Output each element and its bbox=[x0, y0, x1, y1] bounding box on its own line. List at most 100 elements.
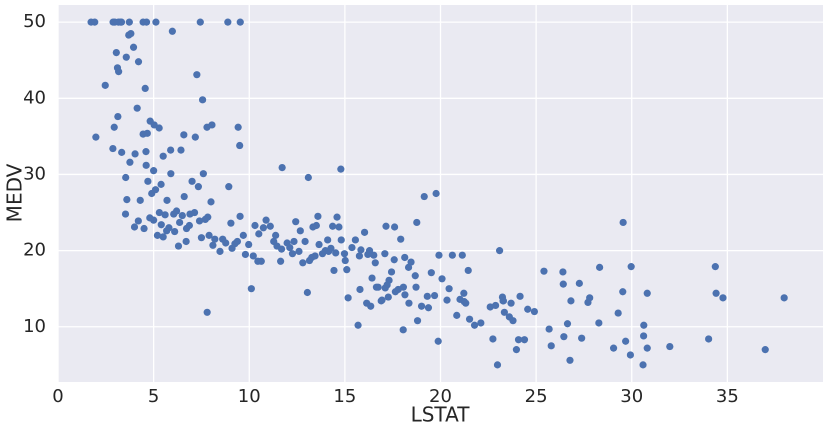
data-point bbox=[133, 104, 141, 112]
data-point bbox=[640, 332, 648, 340]
points bbox=[87, 18, 788, 369]
data-point bbox=[167, 170, 175, 178]
data-point bbox=[567, 297, 575, 305]
data-point bbox=[445, 285, 453, 293]
data-point bbox=[430, 291, 439, 300]
data-point bbox=[91, 18, 99, 26]
data-point bbox=[174, 242, 183, 250]
x-tick-label: 15 bbox=[333, 386, 356, 407]
data-point bbox=[159, 233, 167, 241]
tick-labels: 0 5 10 15 20 25 30 35 10 20 30 40 50 bbox=[23, 11, 739, 407]
data-point bbox=[780, 294, 788, 302]
data-point bbox=[233, 237, 241, 246]
data-point bbox=[596, 263, 604, 271]
data-point bbox=[130, 223, 139, 231]
data-point bbox=[142, 148, 150, 156]
data-point bbox=[477, 319, 485, 327]
data-point bbox=[622, 337, 630, 345]
data-point bbox=[142, 161, 150, 169]
data-point bbox=[236, 212, 244, 220]
data-point bbox=[142, 18, 151, 26]
data-point bbox=[493, 361, 502, 369]
data-point bbox=[278, 164, 286, 172]
data-point bbox=[500, 308, 508, 316]
data-point bbox=[161, 211, 169, 219]
data-point bbox=[257, 257, 265, 265]
data-point bbox=[255, 230, 263, 238]
data-point bbox=[470, 321, 479, 329]
data-point bbox=[381, 250, 389, 258]
data-point bbox=[438, 275, 446, 283]
data-point bbox=[167, 146, 175, 154]
data-point bbox=[194, 183, 202, 191]
data-point bbox=[150, 167, 158, 175]
data-point bbox=[595, 319, 603, 327]
data-point bbox=[614, 309, 622, 317]
data-point bbox=[155, 208, 163, 217]
data-point bbox=[329, 222, 337, 230]
data-point bbox=[417, 302, 426, 310]
data-point bbox=[207, 198, 215, 206]
data-point bbox=[178, 211, 186, 220]
data-point bbox=[367, 302, 375, 310]
data-point bbox=[387, 268, 396, 276]
data-point bbox=[176, 218, 184, 227]
data-point bbox=[125, 18, 133, 26]
data-point bbox=[188, 177, 196, 185]
data-point bbox=[193, 71, 201, 79]
data-point bbox=[405, 299, 413, 307]
x-tick-label: 30 bbox=[620, 386, 643, 407]
data-point bbox=[530, 307, 539, 316]
data-point bbox=[443, 296, 451, 304]
y-tick-label: 30 bbox=[23, 163, 46, 184]
data-point bbox=[566, 356, 574, 364]
data-point bbox=[435, 251, 443, 259]
data-point bbox=[208, 121, 216, 129]
data-point bbox=[266, 222, 274, 230]
data-point bbox=[520, 336, 529, 344]
data-point bbox=[227, 219, 235, 227]
data-point bbox=[330, 266, 338, 275]
grid bbox=[57, 5, 823, 382]
data-point bbox=[401, 291, 409, 299]
data-point bbox=[118, 148, 126, 156]
data-point bbox=[390, 256, 398, 264]
data-point bbox=[609, 344, 618, 352]
data-point bbox=[356, 285, 364, 294]
data-point bbox=[371, 259, 379, 267]
data-point bbox=[241, 250, 250, 259]
data-point bbox=[491, 301, 500, 310]
data-point bbox=[374, 283, 382, 291]
data-point bbox=[127, 29, 135, 38]
data-point bbox=[489, 335, 497, 343]
data-point bbox=[575, 279, 583, 287]
data-point bbox=[407, 258, 415, 266]
data-point bbox=[640, 321, 648, 329]
data-point bbox=[378, 296, 386, 304]
data-point bbox=[157, 180, 165, 188]
data-point bbox=[92, 133, 100, 141]
data-point bbox=[509, 317, 517, 325]
data-point bbox=[296, 227, 304, 235]
data-point bbox=[619, 218, 627, 227]
data-point bbox=[196, 18, 204, 26]
x-tick-label: 20 bbox=[429, 386, 452, 407]
data-point bbox=[360, 228, 369, 236]
data-point bbox=[434, 337, 442, 345]
data-point bbox=[514, 336, 523, 344]
data-point bbox=[643, 289, 651, 297]
data-point bbox=[239, 231, 247, 239]
data-point bbox=[448, 251, 456, 259]
data-point bbox=[150, 216, 158, 224]
data-point bbox=[123, 195, 131, 204]
y-tick-label: 20 bbox=[23, 240, 46, 261]
data-point bbox=[340, 250, 349, 258]
data-point bbox=[163, 196, 171, 204]
data-point bbox=[234, 123, 242, 131]
data-point bbox=[247, 285, 255, 293]
data-point bbox=[191, 133, 199, 141]
data-point bbox=[332, 249, 340, 257]
data-point bbox=[131, 150, 139, 158]
